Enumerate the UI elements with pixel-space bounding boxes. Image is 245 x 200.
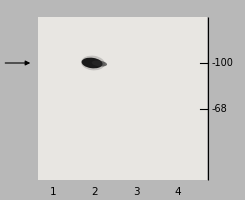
Text: 1: 1 — [49, 187, 56, 197]
Bar — [38, 17, 207, 180]
Text: 2: 2 — [91, 187, 98, 197]
Text: -68: -68 — [211, 104, 227, 114]
Text: 4: 4 — [174, 187, 181, 197]
Ellipse shape — [92, 60, 107, 67]
Text: 3: 3 — [133, 187, 139, 197]
Text: -100: -100 — [211, 58, 233, 68]
Ellipse shape — [81, 56, 105, 70]
Ellipse shape — [82, 58, 103, 68]
